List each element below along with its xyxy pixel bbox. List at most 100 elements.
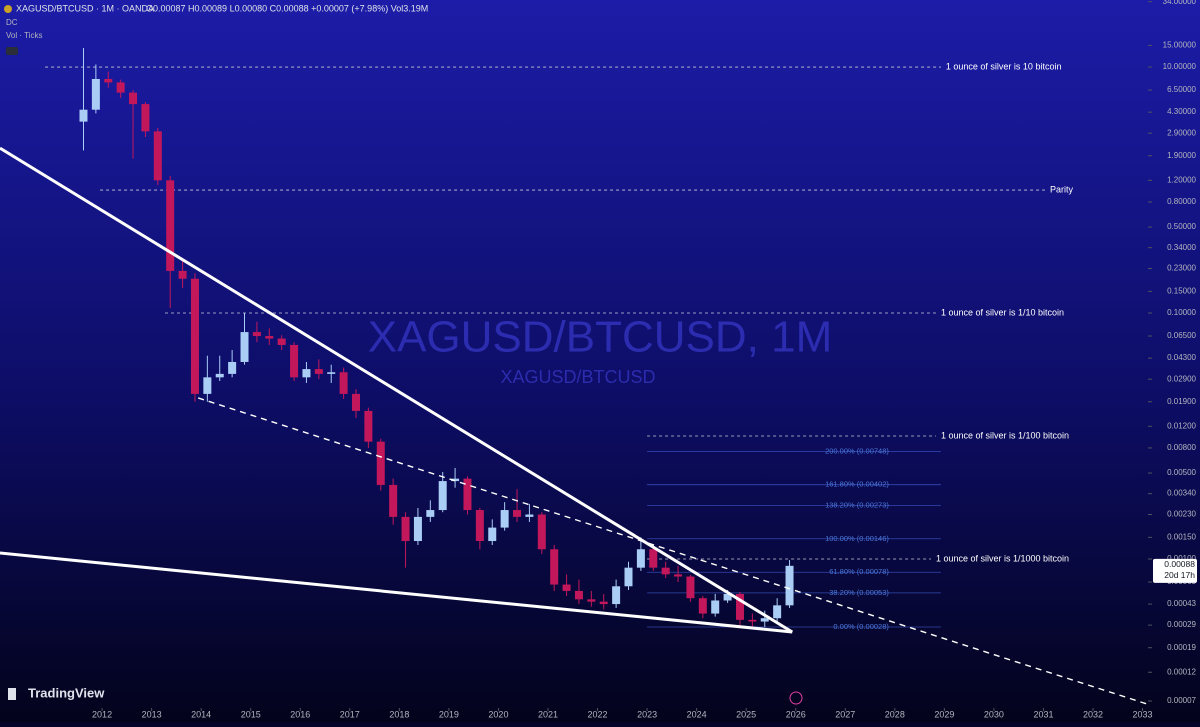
y-tick-label: 1.90000 — [1167, 151, 1196, 160]
candle-body — [500, 510, 509, 528]
candle-body — [265, 336, 274, 339]
y-tick-label: 0.10000 — [1167, 308, 1196, 317]
fib-label: 38.20% (0.00053) — [829, 588, 889, 597]
candle-body — [314, 369, 323, 374]
candle-body — [129, 92, 138, 105]
x-tick-label: 2016 — [290, 709, 310, 719]
level-label: 1 ounce of silver is 10 bitcoin — [946, 61, 1062, 71]
candle-body — [228, 361, 237, 374]
candle-body — [240, 332, 249, 362]
y-tick-label: 0.00019 — [1167, 643, 1196, 652]
candle-body — [674, 574, 683, 577]
countdown: 20d 17h — [1164, 570, 1195, 580]
candle-body — [277, 338, 286, 345]
candle-body — [612, 586, 621, 605]
watermark-title: XAGUSD/BTCUSD, 1M — [368, 313, 833, 362]
y-tick-label: 0.00029 — [1167, 620, 1196, 629]
symbol-icon — [4, 5, 12, 13]
candle-body — [438, 481, 447, 511]
axes: 34.00000 15.00000 10.00000 6.50000 4.30000 2.… — [92, 0, 1197, 719]
y-tick-label: 0.34000 — [1167, 243, 1196, 252]
candle-body — [475, 510, 484, 542]
fib-label: 200.00% (0.00748) — [825, 447, 889, 456]
candle-body — [376, 441, 385, 485]
candle-body — [153, 131, 162, 181]
fib-label: 100.00% (0.00146) — [825, 534, 889, 543]
candle-body — [624, 567, 633, 587]
candle-body — [190, 278, 199, 394]
level-label: 1 ounce of silver is 1/10 bitcoin — [941, 307, 1064, 317]
trendline — [0, 146, 794, 634]
watermark-subtitle: XAGUSD/BTCUSD — [500, 367, 655, 387]
x-tick-label: 2026 — [786, 709, 806, 719]
candle-body — [290, 344, 299, 378]
candle-body — [451, 478, 460, 482]
y-tick-label: 0.00012 — [1167, 667, 1196, 676]
candle-body — [91, 78, 100, 110]
y-tick-label: 2.90000 — [1167, 128, 1196, 137]
y-tick-label: 0.00100 — [1167, 554, 1196, 563]
y-tick-label: 4.30000 — [1167, 107, 1196, 116]
candle-body — [711, 600, 720, 614]
candle-body — [252, 332, 261, 337]
candle-body — [116, 82, 125, 93]
candle-body — [104, 78, 113, 83]
x-tick-label: 2013 — [142, 709, 162, 719]
y-tick-label: 6.50000 — [1167, 85, 1196, 94]
y-tick-label: 0.15000 — [1167, 286, 1196, 295]
x-tick-label: 2033 — [1133, 709, 1153, 719]
collapse-button[interactable] — [6, 47, 18, 55]
level-label: Parity — [1050, 184, 1074, 194]
y-tick-label: 10.00000 — [1163, 62, 1197, 71]
logo-icon — [8, 688, 16, 700]
candle-body — [178, 270, 187, 279]
candle-body — [488, 527, 497, 542]
last-price: 0.00088 — [1164, 559, 1195, 569]
candle-body — [389, 484, 398, 517]
candle-body — [748, 619, 757, 622]
x-tick-label: 2029 — [934, 709, 954, 719]
candle-body — [661, 567, 670, 575]
candle-body — [785, 565, 794, 606]
y-tick-label: 0.80000 — [1167, 197, 1196, 206]
x-tick-label: 2014 — [191, 709, 211, 719]
candle-body — [141, 104, 150, 132]
candle-body — [723, 593, 732, 601]
candle-body — [463, 478, 472, 511]
x-tick-label: 2027 — [835, 709, 855, 719]
level-label: 1 ounce of silver is 1/100 bitcoin — [941, 430, 1069, 440]
event-icon[interactable] — [789, 691, 803, 705]
x-tick-label: 2025 — [736, 709, 756, 719]
candle-body — [649, 549, 658, 568]
x-tick-label: 2030 — [984, 709, 1004, 719]
x-tick-label: 2017 — [340, 709, 360, 719]
symbol[interactable]: XAGUSD/BTCUSD · 1M · OANDA — [16, 3, 154, 13]
x-tick-label: 2019 — [439, 709, 459, 719]
candle-body — [735, 593, 744, 620]
candle-body — [760, 618, 769, 622]
candle-body — [562, 584, 571, 591]
candle-body — [166, 180, 175, 271]
indicator[interactable]: DC — [6, 18, 18, 27]
candle-body — [513, 510, 522, 517]
candle-body — [574, 590, 583, 600]
y-tick-label: 0.01900 — [1167, 397, 1196, 406]
x-tick-label: 2021 — [538, 709, 558, 719]
candle-body — [339, 372, 348, 394]
y-tick-label: 0.02900 — [1167, 374, 1196, 383]
indicator[interactable]: Vol · Ticks — [6, 31, 42, 40]
y-tick-label: 0.00043 — [1167, 599, 1196, 608]
y-tick-label: 0.04300 — [1167, 353, 1196, 362]
candle-body — [413, 516, 422, 542]
x-tick-label: 2031 — [1033, 709, 1053, 719]
y-tick-label: 0.00150 — [1167, 532, 1196, 541]
y-tick-label: 0.06500 — [1167, 331, 1196, 340]
x-tick-label: 2024 — [687, 709, 707, 719]
y-tick-label: 0.01200 — [1167, 421, 1196, 430]
candle-body — [79, 109, 88, 122]
fib-label: 161.80% (0.00402) — [825, 480, 889, 489]
x-tick-label: 2018 — [389, 709, 409, 719]
x-tick-label: 2020 — [488, 709, 508, 719]
logo[interactable]: TradingView — [28, 685, 105, 700]
ohlc: O0.00087 H0.00089 L0.00080 C0.00088 +0.0… — [146, 3, 428, 13]
